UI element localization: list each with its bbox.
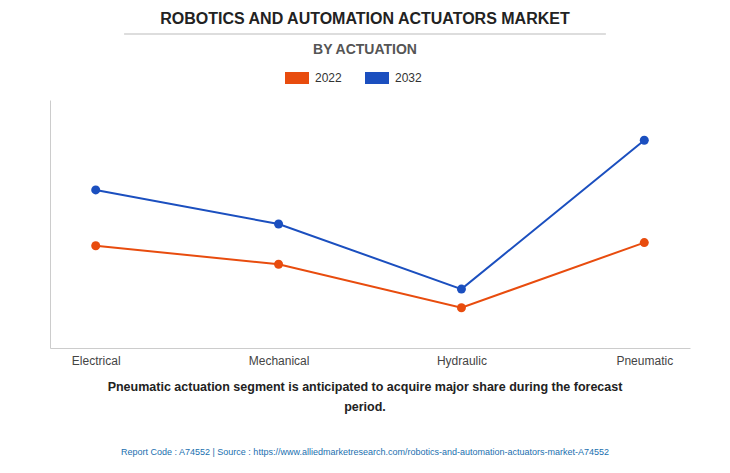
x-tick-label: Hydraulic bbox=[437, 354, 487, 368]
x-tick: Mechanical bbox=[249, 348, 310, 368]
legend-item: 2032 bbox=[365, 71, 422, 85]
source: Report Code : A74552 | Source : https://… bbox=[121, 447, 609, 457]
subtitle: BY ACTUATION bbox=[313, 41, 417, 57]
series-line bbox=[96, 140, 645, 289]
legend: 2022 2032 bbox=[285, 71, 422, 85]
separator bbox=[124, 34, 606, 35]
footnote: period. bbox=[344, 400, 386, 414]
point bbox=[457, 285, 466, 294]
x-tick-label: Mechanical bbox=[249, 354, 310, 368]
footnote: Pneumatic actuation segment is anticipat… bbox=[108, 380, 624, 394]
x-tick: Pneumatic bbox=[616, 348, 673, 368]
y-axis-line bbox=[50, 101, 51, 349]
y-axis bbox=[50, 101, 51, 349]
x-tick-label: Pneumatic bbox=[616, 354, 673, 368]
x-tick: Electrical bbox=[72, 348, 121, 368]
point bbox=[274, 260, 283, 269]
legend-item: 2022 bbox=[285, 71, 342, 85]
point bbox=[91, 185, 100, 194]
x-axis: Electrical Mechanical Hydraulic Pneumatic bbox=[51, 348, 691, 368]
point bbox=[640, 238, 649, 247]
series-line bbox=[96, 243, 645, 308]
point bbox=[274, 220, 283, 229]
x-axis-line bbox=[51, 348, 691, 349]
point bbox=[91, 241, 100, 250]
plot-area: Electrical Mechanical Hydraulic Pneumatic bbox=[51, 101, 691, 368]
point bbox=[640, 136, 649, 145]
legend-label: 2022 bbox=[315, 71, 342, 85]
chart: ROBOTICS AND AUTOMATION ACTUATORS MARKET… bbox=[0, 0, 730, 473]
legend-swatch bbox=[285, 72, 309, 84]
x-tick-label: Electrical bbox=[72, 354, 121, 368]
legend-swatch bbox=[365, 72, 389, 84]
series-group bbox=[91, 136, 649, 312]
point bbox=[457, 303, 466, 312]
x-tick: Hydraulic bbox=[437, 348, 487, 368]
legend-label: 2032 bbox=[395, 71, 422, 85]
title: ROBOTICS AND AUTOMATION ACTUATORS MARKET bbox=[160, 10, 570, 27]
